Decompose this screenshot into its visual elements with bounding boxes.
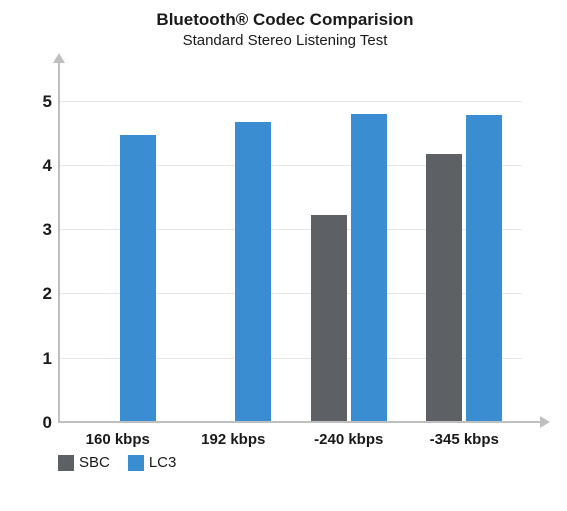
- legend-item: SBC: [58, 454, 110, 471]
- bar: [466, 115, 502, 421]
- legend-swatch: [58, 455, 74, 471]
- bar: [235, 122, 271, 421]
- x-tick-label: -240 kbps: [291, 431, 407, 448]
- chart-title: Bluetooth® Codec Comparision: [20, 10, 550, 30]
- x-axis-labels: 160 kbps192 kbps-240 kbps-345 kbps: [60, 431, 522, 448]
- legend: SBC LC3: [58, 454, 550, 471]
- legend-item: LC3: [128, 454, 177, 471]
- bar: [426, 154, 462, 421]
- y-tick-label: 5: [34, 92, 52, 112]
- y-axis-arrow-icon: [53, 53, 65, 63]
- x-tick-label: -345 kbps: [407, 431, 523, 448]
- x-tick-label: 192 kbps: [176, 431, 292, 448]
- x-axis: [58, 421, 540, 423]
- legend-label: SBC: [79, 454, 110, 471]
- chart-titles: Bluetooth® Codec Comparision Standard St…: [20, 10, 550, 49]
- x-axis-arrow-icon: [540, 416, 550, 428]
- bar-group: [60, 63, 176, 421]
- bar: [120, 135, 156, 421]
- plot-area: 012345: [58, 63, 540, 423]
- y-tick-label: 3: [34, 220, 52, 240]
- bar: [311, 215, 347, 421]
- y-tick-label: 0: [34, 413, 52, 433]
- legend-label: LC3: [149, 454, 177, 471]
- bars-container: [60, 63, 522, 421]
- y-tick-label: 1: [34, 349, 52, 369]
- chart-subtitle: Standard Stereo Listening Test: [20, 32, 550, 49]
- bar-group: [407, 63, 523, 421]
- x-tick-label: 160 kbps: [60, 431, 176, 448]
- bar-group: [176, 63, 292, 421]
- y-tick-label: 4: [34, 156, 52, 176]
- codec-chart: Bluetooth® Codec Comparision Standard St…: [20, 10, 550, 471]
- bar-group: [291, 63, 407, 421]
- y-tick-label: 2: [34, 284, 52, 304]
- bar: [351, 114, 387, 421]
- legend-swatch: [128, 455, 144, 471]
